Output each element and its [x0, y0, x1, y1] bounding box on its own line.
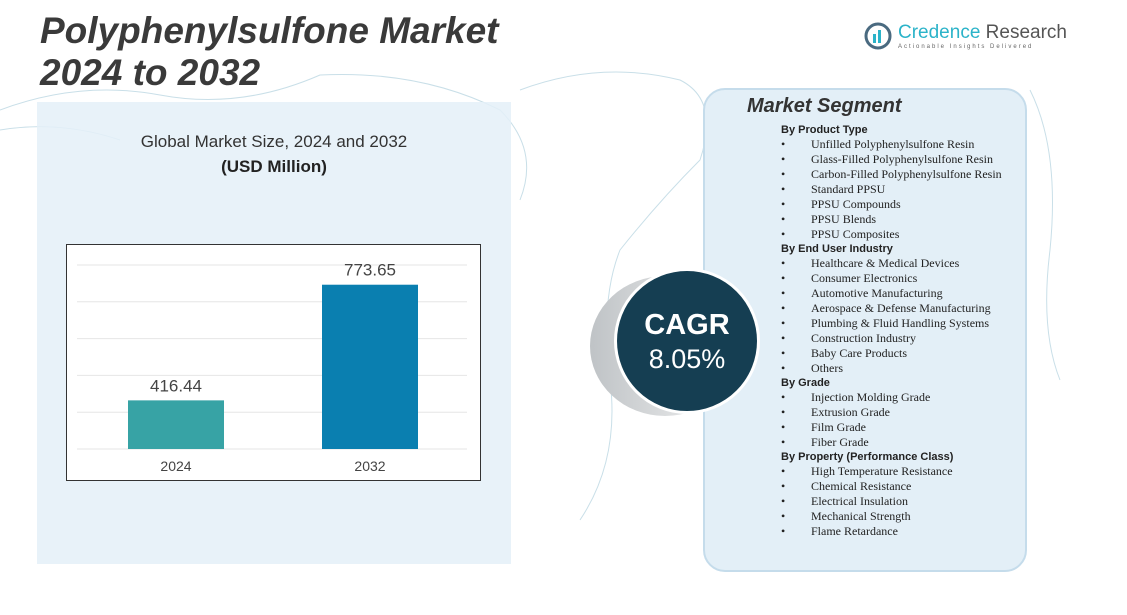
segment-category: By Product Type	[781, 124, 868, 136]
segment-item: Fiber Grade	[781, 435, 1021, 450]
segment-category: By End User Industry	[781, 243, 893, 255]
segment-item: Healthcare & Medical Devices	[781, 256, 1021, 271]
bar-2024	[128, 400, 224, 449]
logo-tagline: Actionable Insights Delivered	[898, 44, 1034, 50]
bar-chart: 416.44 2024 773.65 2032	[77, 261, 467, 474]
chart-unit: (USD Million)	[221, 157, 327, 176]
segment-heading: Market Segment	[747, 95, 902, 117]
segment-item: Mechanical Strength	[781, 509, 1021, 524]
segment-item: Automotive Manufacturing	[781, 286, 1021, 301]
segment-item: Baby Care Products	[781, 346, 1021, 361]
segment-item: Flame Retardance	[781, 524, 1021, 539]
segment-item: Construction Industry	[781, 331, 1021, 346]
x-tick-label: 2024	[160, 458, 191, 474]
segment-item: Chemical Resistance	[781, 479, 1021, 494]
chart-title: Global Market Size, 2024 and 2032	[140, 132, 408, 151]
segment-category: By Property (Performance Class)	[781, 451, 954, 463]
logo-chart-icon	[864, 22, 892, 50]
x-tick-label: 2032	[354, 458, 385, 474]
credence-logo: Credence Research Actionable Insights De…	[864, 22, 1067, 50]
segment-item: Aerospace & Defense Manufacturing	[781, 301, 1021, 316]
data-label: 416.44	[150, 376, 202, 395]
segment-item: Standard PPSU	[781, 182, 1021, 197]
data-label: 773.65	[344, 261, 396, 280]
logo-name-2: Research	[985, 22, 1067, 43]
segment-item: PPSU Blends	[781, 212, 1021, 227]
bar-2032	[322, 284, 418, 449]
market-segment-panel: Market Segment By Product TypeUnfilled P…	[703, 88, 1027, 572]
chart-box: 416.44 2024 773.65 2032	[66, 244, 481, 481]
segment-item: Plumbing & Fluid Handling Systems	[781, 316, 1021, 331]
segment-item: Others	[781, 361, 1021, 376]
logo-name: Credence	[898, 22, 981, 43]
segment-item: Film Grade	[781, 420, 1021, 435]
page-title: Polyphenylsulfone Market 2024 to 2032	[40, 10, 499, 94]
segment-list: By Product TypeUnfilled Polyphenylsulfon…	[781, 123, 1021, 539]
segment-item: Unfilled Polyphenylsulfone Resin	[781, 137, 1021, 152]
segment-item: Carbon-Filled Polyphenylsulfone Resin	[781, 167, 1021, 182]
segment-item: PPSU Composites	[781, 227, 1021, 242]
title-line-1: Polyphenylsulfone Market	[40, 10, 499, 51]
segment-item: Consumer Electronics	[781, 271, 1021, 286]
segment-item: Extrusion Grade	[781, 405, 1021, 420]
segment-category: By Grade	[781, 377, 830, 389]
segment-item: Electrical Insulation	[781, 494, 1021, 509]
cagr-value: 8.05%	[648, 344, 726, 374]
segment-item: High Temperature Resistance	[781, 464, 1021, 479]
cagr-badge: CAGR 8.05%	[614, 268, 760, 414]
segment-item: PPSU Compounds	[781, 197, 1021, 212]
title-line-2: 2024 to 2032	[40, 52, 261, 93]
segment-item: Glass-Filled Polyphenylsulfone Resin	[781, 152, 1021, 167]
cagr-label: CAGR	[644, 309, 730, 341]
segment-item: Injection Molding Grade	[781, 390, 1021, 405]
